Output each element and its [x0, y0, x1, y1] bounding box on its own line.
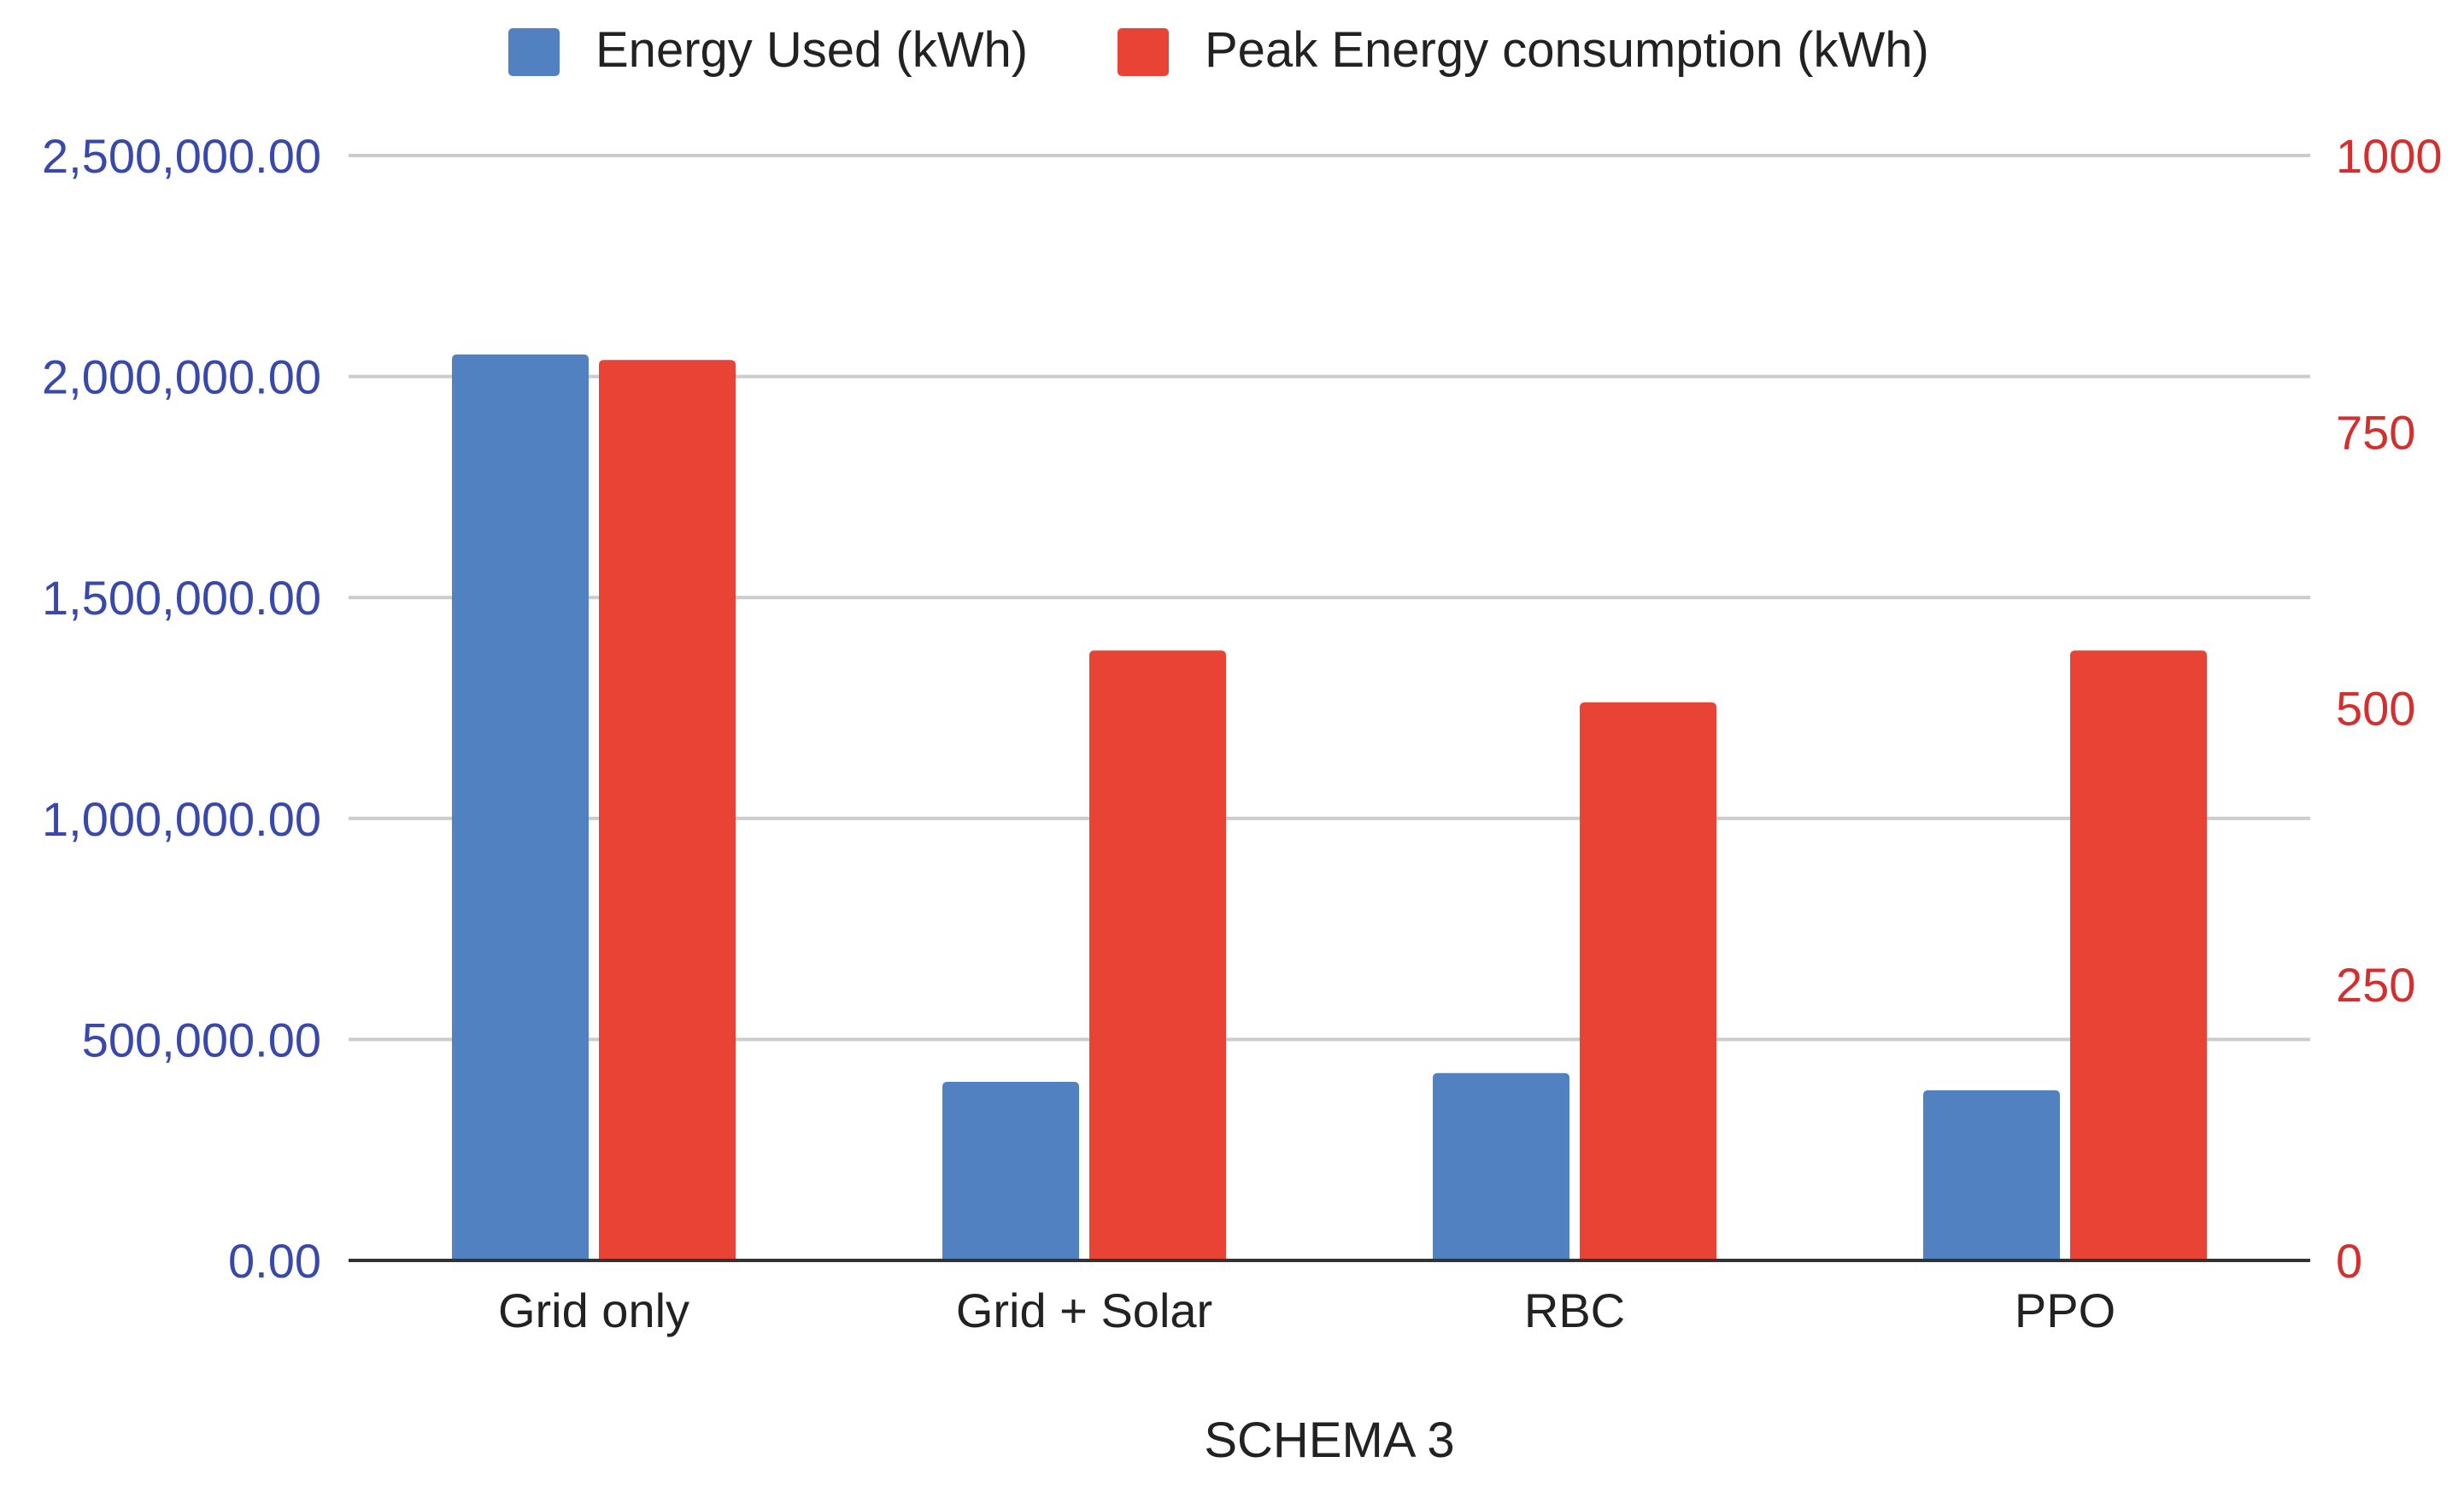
y-left-tick-label: 0.00 [228, 1234, 321, 1288]
y-right-tick-label: 1000 [2336, 129, 2443, 183]
y-left-tick-label: 500,000.00 [82, 1013, 321, 1066]
y-right-tick-label: 750 [2336, 405, 2415, 459]
x-axis-title: SCHEMA 3 [1204, 1413, 1454, 1468]
y-left-tick-label: 2,000,000.00 [42, 350, 321, 404]
x-tick-label: RBC [1524, 1283, 1625, 1337]
x-tick-label: Grid only [498, 1283, 689, 1337]
legend: Energy Used (kWh) Peak Energy consumption… [508, 22, 1929, 78]
bar-peak-energy [1089, 650, 1226, 1260]
x-tick-label: Grid + Solar [956, 1283, 1212, 1337]
y-axis-left: 0.00 500,000.00 1,000,000.00 1,500,000.00 2,… [42, 129, 321, 1288]
bar-energy-used [452, 354, 589, 1260]
x-tick-label: PPO [2015, 1283, 2115, 1337]
x-axis: Grid only Grid + Solar RBC PPO [498, 1283, 2115, 1337]
legend-swatch [508, 28, 560, 76]
bar-energy-used [942, 1082, 1079, 1260]
y-right-tick-label: 0 [2336, 1234, 2362, 1288]
y-left-tick-label: 2,500,000.00 [42, 129, 321, 183]
bar-peak-energy [599, 360, 736, 1261]
bar-energy-used [1923, 1090, 2060, 1260]
bar-peak-energy [2070, 650, 2207, 1260]
y-right-tick-label: 250 [2336, 958, 2415, 1012]
y-axis-right: 0 250 500 750 1000 [2336, 129, 2443, 1288]
y-left-tick-label: 1,500,000.00 [42, 571, 321, 625]
bar-energy-used [1433, 1072, 1569, 1260]
bar-peak-energy [1580, 702, 1716, 1260]
legend-label: Peak Energy consumption (kWh) [1205, 22, 1929, 78]
legend-swatch [1118, 28, 1169, 76]
legend-label: Energy Used (kWh) [595, 22, 1028, 78]
bars [452, 354, 2207, 1261]
y-right-tick-label: 500 [2336, 682, 2415, 736]
y-left-tick-label: 1,000,000.00 [42, 792, 321, 846]
